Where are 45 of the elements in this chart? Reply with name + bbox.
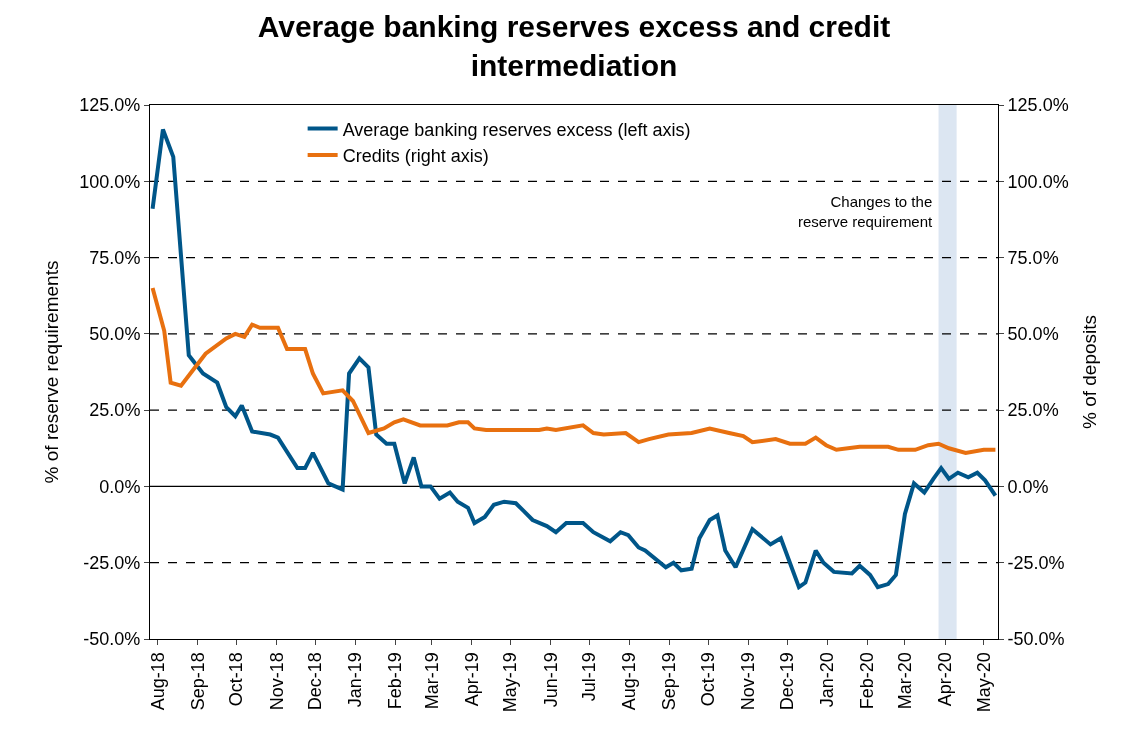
x-tick-label: Feb-19 [385,652,406,710]
x-tick-label: Oct-19 [698,652,719,707]
y-tick-label: -25.0% [83,553,141,574]
x-tick-label: Feb-20 [857,652,878,710]
x-tick-label: Dec-18 [305,652,326,711]
y2-tick-label: 125.0% [1007,95,1069,116]
y2-tick-label: 25.0% [1007,400,1059,421]
y2-tick-label: -25.0% [1007,553,1065,574]
x-tick-label: Jun-19 [540,652,561,708]
band-label: Changes to the reserve requirement [798,193,934,230]
x-tick-label: Aug-19 [619,652,640,711]
y2-axis-title: % of deposits [1079,314,1101,430]
x-tick-label: Jan-19 [345,652,366,708]
y-axis-title: % of reserve requirements [41,260,63,484]
x-tick-label: Apr-19 [461,652,482,707]
y2-tick-label: 100.0% [1007,171,1069,192]
y-tick-label: 125.0% [79,95,141,116]
y-tick-label: 75.0% [89,247,141,268]
x-tick-label: May-19 [500,652,521,713]
x-tick-label: Aug-18 [147,652,168,711]
x-tick-label: Apr-20 [934,652,955,707]
x-tick-label: Jul-19 [579,652,600,702]
x-tick-label: Oct-18 [226,652,247,707]
x-tick-label: May-20 [973,652,994,713]
y-tick-label: 25.0% [89,400,141,421]
x-tick-label: Nov-18 [266,652,287,711]
y2-tick-label: 75.0% [1007,247,1059,268]
x-tick-label: Jan-20 [817,652,838,708]
y2-tick-label: -50.0% [1007,629,1065,650]
y-tick-label: -50.0% [83,629,141,650]
x-tick-label: Mar-20 [894,652,915,710]
y2-tick-label: 50.0% [1007,324,1059,345]
y2-tick-label: 0.0% [1007,476,1049,497]
legend-label: Average banking reserves excess (left axis) [342,119,691,140]
y-tick-label: 50.0% [89,324,141,345]
x-tick-label: Sep-18 [187,652,208,711]
x-tick-label: Mar-19 [421,652,442,710]
y-tick-label: 0.0% [99,476,141,497]
legend-label: Credits (right axis) [342,145,489,166]
x-tick-label: Nov-19 [738,652,759,711]
x-tick-label: Dec-19 [777,652,798,711]
x-tick-label: Sep-19 [659,652,680,711]
chart-title: Average banking reserves excess and credit intermediation [257,10,891,83]
line-series [150,286,998,455]
y-tick-label: 100.0% [79,171,141,192]
